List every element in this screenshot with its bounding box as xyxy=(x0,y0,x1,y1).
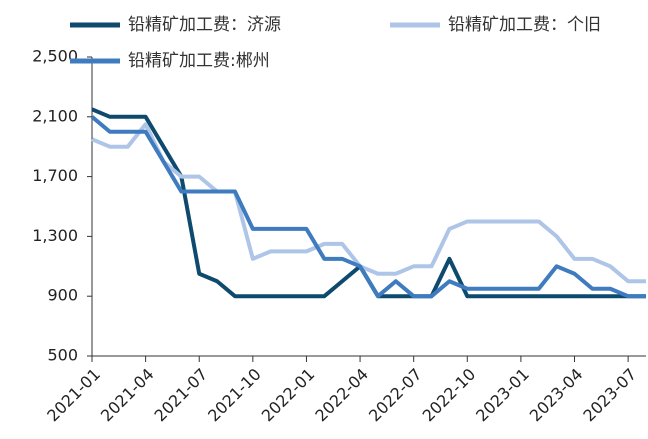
legend-label: 铅精矿加工费：个旧 xyxy=(448,15,601,35)
x-tick-label: 2021-01 xyxy=(43,365,104,426)
y-tick-label: 500 xyxy=(47,346,78,365)
y-tick-label: 2,500 xyxy=(32,47,78,66)
x-tick-label: 2021-10 xyxy=(204,365,265,426)
legend-label: 铅精矿加工费：济源 xyxy=(128,15,281,35)
x-tick-label: 2022-01 xyxy=(258,365,319,426)
x-tick-label: 2022-10 xyxy=(419,365,480,426)
x-tick-label: 2021-04 xyxy=(97,365,158,426)
x-tick-label: 2023-04 xyxy=(526,365,587,426)
legend-label: 铅精矿加工费:郴州 xyxy=(128,51,270,71)
line-series xyxy=(90,115,646,299)
y-tick-label: 900 xyxy=(47,286,78,305)
x-tick-label: 2021-07 xyxy=(151,365,212,426)
x-tick-label: 2022-04 xyxy=(311,365,372,426)
y-tick-label: 1,300 xyxy=(32,226,78,245)
x-tick-label: 2023-07 xyxy=(579,365,640,426)
x-tick-label: 2022-07 xyxy=(365,365,426,426)
y-tick-label: 1,700 xyxy=(32,166,78,185)
x-tick-label: 2023-01 xyxy=(472,365,533,426)
line-series xyxy=(91,122,646,284)
y-tick-label: 2,100 xyxy=(32,106,78,125)
